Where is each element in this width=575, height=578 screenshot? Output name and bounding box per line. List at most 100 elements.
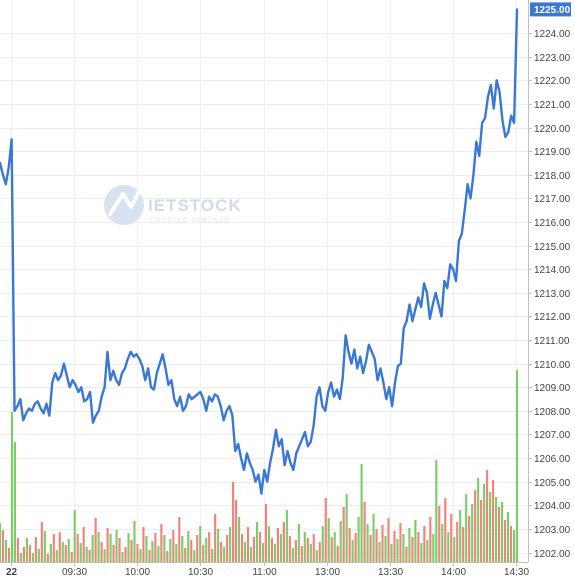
volume-bar bbox=[408, 528, 411, 562]
volume-bar bbox=[109, 534, 112, 562]
volume-bar bbox=[118, 538, 121, 562]
volume-bar bbox=[435, 460, 438, 562]
volume-bar bbox=[429, 517, 432, 562]
y-tick-label: 1206.00 bbox=[534, 454, 571, 465]
volume-bar bbox=[211, 549, 214, 562]
volume-bar bbox=[232, 482, 235, 562]
y-axis: 1202.00 1203.00 1204.00 1205.00 1206.00 1207.… bbox=[528, 0, 571, 562]
y-tick-label: 1223.00 bbox=[534, 53, 571, 64]
y-tick-label: 1209.00 bbox=[534, 383, 571, 394]
volume-bar bbox=[112, 545, 115, 562]
volume-bar bbox=[37, 549, 40, 562]
volume-bar bbox=[94, 518, 97, 562]
volume-bar bbox=[306, 538, 309, 562]
volume-bar bbox=[16, 538, 19, 562]
volume-bar bbox=[1, 530, 5, 562]
volume-bar bbox=[67, 539, 70, 562]
volume-bar bbox=[500, 502, 504, 562]
volume-bar bbox=[390, 544, 393, 562]
volume-bar bbox=[184, 548, 187, 562]
volume-bar bbox=[512, 530, 516, 562]
volume-bar bbox=[115, 530, 118, 562]
volume-bar bbox=[402, 534, 405, 562]
volume-bar bbox=[387, 518, 390, 562]
volume-bar bbox=[46, 554, 49, 562]
y-tick-label: 1221.00 bbox=[534, 100, 571, 111]
volume-bar bbox=[76, 534, 79, 562]
volume-bar bbox=[79, 543, 82, 562]
y-tick-label: 1203.00 bbox=[534, 525, 571, 536]
x-tick-label: 14:30 bbox=[504, 567, 529, 578]
y-tick-label: 1220.00 bbox=[534, 124, 571, 135]
volume-bar bbox=[318, 542, 321, 562]
volume-bar bbox=[64, 545, 67, 562]
volume-bar bbox=[4, 540, 8, 562]
volume-bar bbox=[229, 527, 232, 562]
volume-bar bbox=[52, 534, 55, 562]
x-tick-label: 22 bbox=[6, 567, 18, 578]
x-axis: 22 09:30 10:00 10:30 11:00 13:00 13:30 14:00 14:… bbox=[0, 562, 529, 578]
volume-bar bbox=[7, 548, 11, 562]
volume-bar bbox=[121, 552, 124, 562]
price-line-series bbox=[0, 8, 519, 495]
volume-bar bbox=[208, 532, 211, 562]
y-tick-label: 1218.00 bbox=[534, 171, 571, 182]
volume-bar bbox=[285, 510, 288, 562]
volume-bar bbox=[363, 502, 366, 562]
volume-bar bbox=[486, 470, 489, 562]
volume-bar bbox=[258, 532, 262, 562]
volume-bar bbox=[351, 540, 354, 562]
volume-bar bbox=[270, 538, 274, 562]
volume-bar bbox=[31, 553, 34, 562]
volume-bar bbox=[372, 514, 375, 562]
volume-bar bbox=[333, 532, 336, 562]
watermark-tagline: TRUSTED PARTNER bbox=[150, 218, 231, 224]
volume-bar bbox=[249, 547, 253, 562]
volume-bar bbox=[58, 532, 61, 562]
volume-bar bbox=[468, 516, 471, 562]
y-tick-label: 1217.00 bbox=[534, 194, 571, 205]
volume-bar bbox=[85, 547, 88, 562]
volume-bar bbox=[91, 535, 94, 562]
volume-bar bbox=[154, 533, 157, 562]
volume-bar bbox=[160, 524, 163, 562]
volume-bar bbox=[246, 527, 250, 562]
y-tick-label: 1222.00 bbox=[534, 76, 571, 87]
volume-bar bbox=[366, 524, 369, 562]
y-tick-label: 1224.00 bbox=[534, 29, 571, 40]
volume-bar bbox=[43, 531, 46, 562]
volume-bar bbox=[106, 528, 109, 562]
volume-bar bbox=[273, 544, 277, 562]
volume-bar bbox=[444, 498, 447, 562]
volume-bar bbox=[309, 544, 312, 562]
volume-bar bbox=[336, 546, 339, 562]
volume-bar bbox=[503, 520, 507, 562]
volume-bar bbox=[453, 537, 456, 562]
volume-bar bbox=[97, 532, 100, 562]
volume-bar bbox=[294, 540, 297, 562]
volume-bar bbox=[411, 537, 414, 562]
volume-bar bbox=[214, 514, 217, 562]
volume-bar bbox=[255, 522, 259, 562]
volume-bar bbox=[506, 512, 510, 562]
volume-bar bbox=[181, 536, 184, 562]
volume-bar bbox=[327, 518, 330, 562]
volume-bar bbox=[252, 537, 256, 562]
volume-bar bbox=[450, 514, 453, 562]
volume-bar bbox=[49, 544, 52, 562]
volume-bar bbox=[88, 550, 91, 562]
volume-bar bbox=[190, 540, 193, 562]
volume-bar bbox=[100, 542, 103, 562]
volume-bar bbox=[199, 526, 202, 562]
y-tick-label: 1204.00 bbox=[534, 501, 571, 512]
volume-bar bbox=[414, 520, 417, 562]
y-tick-label: 1212.00 bbox=[534, 312, 571, 323]
volume-bar bbox=[291, 548, 294, 562]
volume-bar bbox=[82, 527, 85, 562]
volume-bar bbox=[22, 547, 25, 562]
volume-bar bbox=[103, 549, 106, 562]
volume-bar bbox=[462, 527, 465, 562]
price-line-layer bbox=[0, 8, 519, 495]
volume-bar bbox=[456, 522, 459, 562]
volume-bar bbox=[25, 538, 28, 562]
